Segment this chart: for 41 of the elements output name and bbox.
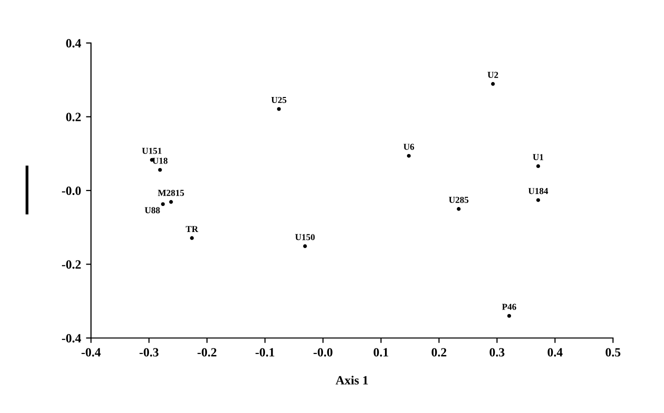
- x-tick-label: 0.4: [548, 348, 563, 357]
- data-label: U6: [404, 144, 414, 150]
- point: [161, 202, 165, 206]
- x-tick-label: 0.2: [432, 348, 446, 357]
- data-label: U25: [271, 96, 286, 104]
- point: [169, 200, 173, 204]
- data-label: U2: [488, 72, 498, 78]
- point: [406, 154, 411, 158]
- x-tick-label: 0.5: [606, 348, 620, 357]
- x-tick-label: -0.2: [198, 348, 216, 357]
- x-axis-title: Axis 1: [336, 376, 368, 385]
- data-label: TR: [186, 226, 198, 232]
- data-label: U1: [532, 154, 544, 160]
- data-label: U151: [142, 148, 162, 154]
- point: [491, 82, 495, 86]
- x-tick-label: 0.3: [490, 348, 504, 357]
- point: [303, 244, 307, 248]
- y-tick-label: -0.0: [62, 186, 81, 196]
- data-label: U18: [152, 158, 168, 164]
- data-label: U88: [144, 207, 160, 214]
- x-tick-label: -0.3: [140, 348, 158, 357]
- data-label: U184: [528, 188, 548, 194]
- point: [277, 107, 281, 111]
- y-tick-label: 0.2: [66, 112, 81, 122]
- point: [158, 168, 162, 172]
- point: [507, 314, 512, 318]
- x-tick-label: -0.0: [314, 348, 332, 357]
- x-tick-label: -0.1: [256, 348, 274, 357]
- point: [456, 207, 461, 211]
- point: [536, 198, 540, 202]
- y-tick-label: -0.2: [62, 260, 81, 269]
- data-label: P46: [502, 304, 516, 310]
- data-label: U285: [448, 196, 468, 203]
- point: [190, 236, 194, 240]
- y-tick-label: -0.4: [62, 334, 82, 343]
- x-tick-label: -0.4: [82, 348, 101, 357]
- point: [536, 164, 540, 168]
- y-tick-label: 0.4: [66, 39, 82, 48]
- data-label: U150: [295, 234, 315, 240]
- data-label: M2815: [158, 190, 184, 196]
- x-tick-label: 0.1: [374, 348, 388, 357]
